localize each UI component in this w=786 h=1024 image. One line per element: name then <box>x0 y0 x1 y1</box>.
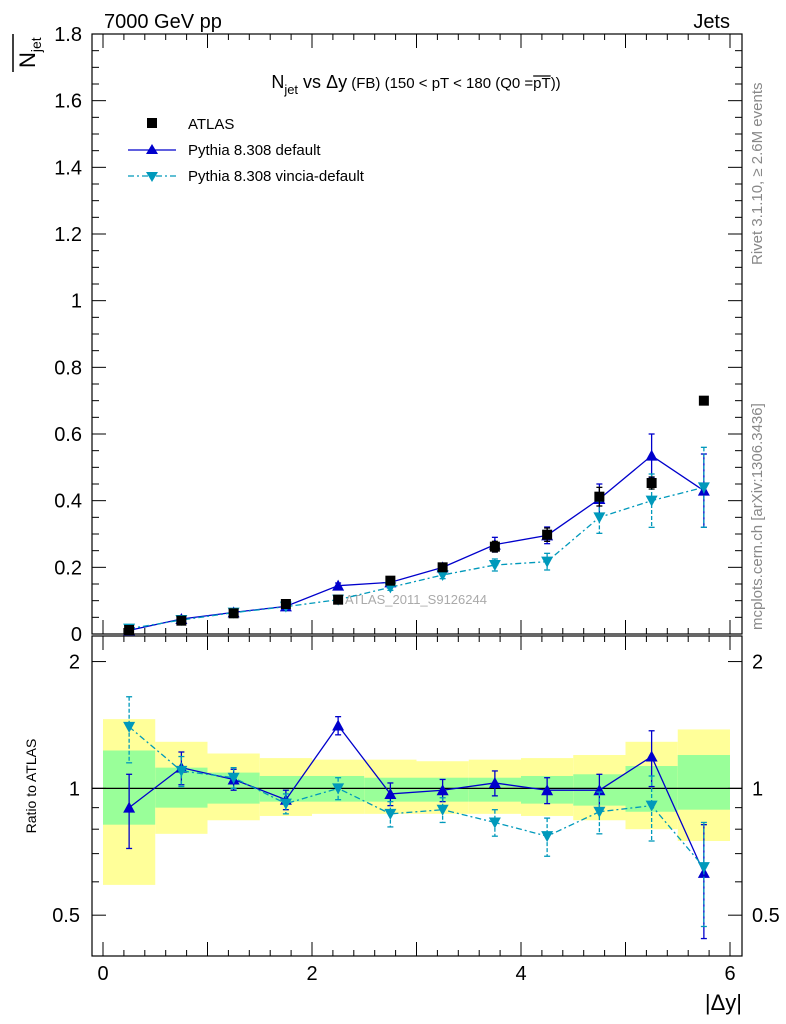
ratio-vincia-point <box>488 817 501 829</box>
upper-default-point <box>332 579 345 591</box>
header-right: Jets <box>693 11 730 33</box>
title-cut: (150 < pT < 180 (Q0 = <box>380 75 533 92</box>
upper-y-tick-label: 1.6 <box>54 91 82 113</box>
upper-vincia-point <box>645 495 658 507</box>
title-pt: pT <box>533 75 551 92</box>
ratio-vincia-point <box>697 862 710 874</box>
upper-atlas-point <box>228 608 239 619</box>
ratio-y-tick-label: 2 <box>69 652 80 674</box>
ratio-default-point <box>488 776 501 788</box>
ratio-vincia-point <box>384 808 397 820</box>
axes-layer: 0 2 4 6 0 0.2 0.4 0.6 0.8 1 1.2 1.4 1.6 1.8 0.5 0.5 1 1 2 2 <box>52 24 780 985</box>
upper-ylabel-n: N <box>15 52 40 68</box>
legend-label-atlas: ATLAS <box>188 116 234 133</box>
title-n: N <box>271 72 284 92</box>
upper-y-tick-label: 1 <box>71 291 82 313</box>
upper-atlas-point <box>385 575 396 586</box>
rivet-label: Rivet 3.1.10, ≥ 2.6M events <box>749 83 766 266</box>
upper-ylabel-text: Njet <box>15 37 44 68</box>
band-inner-bin <box>677 755 730 810</box>
upper-y-tick-label: 0.4 <box>54 491 82 513</box>
upper-atlas-point <box>594 491 605 502</box>
upper-vincia-point <box>593 512 606 524</box>
upper-series-layer <box>123 395 710 636</box>
upper-y-tick-label: 0.6 <box>54 424 82 446</box>
ratio-vincia-point <box>332 783 345 795</box>
ratio-y-tick-label-right: 2 <box>752 652 763 674</box>
upper-vincia-point <box>697 482 710 494</box>
title-fb: (FB) <box>347 75 380 92</box>
ratio-default-point <box>645 750 658 762</box>
ratio-vincia-point <box>227 772 240 784</box>
ratio-y-tick-label-right: 1 <box>752 778 763 800</box>
upper-atlas-point <box>176 615 187 626</box>
upper-ylabel-sub: jet <box>28 37 44 53</box>
ratio-default-point <box>123 801 136 813</box>
mcplots-label: mcplots.cern.ch [arXiv:1306.3436] <box>749 403 766 630</box>
ratio-vincia-point <box>645 800 658 812</box>
ratio-vincia-point <box>123 721 136 733</box>
upper-default-point <box>645 449 658 461</box>
ratio-default-point <box>436 784 449 796</box>
ratio-vincia-line <box>128 726 705 868</box>
upper-vincia-point <box>436 570 449 581</box>
upper-title: Njet vs Δy (FB) (150 < pT < 180 (Q0 =pT)… <box>271 72 560 97</box>
upper-vincia-line <box>129 486 705 630</box>
upper-atlas-point <box>646 478 657 488</box>
x-tick-label: 4 <box>515 963 526 985</box>
upper-atlas-point <box>542 529 553 540</box>
ratio-vincia-point <box>175 765 188 777</box>
ratio-ylabel: Ratio to ATLAS <box>23 739 39 834</box>
upper-y-tick-label: 1.4 <box>54 157 82 179</box>
watermark: ATLAS_2011_S9126244 <box>345 592 487 607</box>
ratio-y-tick-label: 0.5 <box>52 905 80 927</box>
ratio-vincia-point <box>436 804 449 816</box>
ratio-vincia-point <box>541 831 554 843</box>
legend-marker-default <box>146 144 158 154</box>
legend-label-default: Pythia 8.308 default <box>188 142 321 159</box>
title-vs: vs <box>298 72 326 92</box>
ratio-vincia-point <box>593 806 606 818</box>
upper-y-tick-label: 0.8 <box>54 357 82 379</box>
legend-label-vincia: Pythia 8.308 vincia-default <box>188 168 365 185</box>
x-tick-label: 6 <box>724 963 735 985</box>
ratio-vincia-point <box>279 798 292 810</box>
x-tick-label: 0 <box>97 963 108 985</box>
upper-ylabel: Njet <box>15 37 44 68</box>
upper-atlas-point <box>489 541 500 552</box>
x-tick-label: 2 <box>306 963 317 985</box>
watermark-layer: ATLAS_2011_S9126244 <box>345 592 487 607</box>
upper-atlas-point <box>280 599 291 609</box>
upper-atlas-point <box>124 625 135 635</box>
header-left: 7000 GeV pp <box>104 11 222 33</box>
xlabel: |Δy| <box>705 990 742 1015</box>
ratio-default-point <box>384 787 397 799</box>
upper-vincia-point <box>488 560 501 571</box>
upper-atlas-point <box>333 594 344 605</box>
legend-marker-vincia <box>146 172 158 182</box>
upper-y-tick-label: 1.8 <box>54 24 82 46</box>
ratio-band-layer <box>92 719 742 885</box>
upper-vincia-point <box>541 556 554 568</box>
ratio-default-line <box>128 724 705 874</box>
legend: ATLAS Pythia 8.308 default Pythia 8.308 … <box>128 116 365 185</box>
upper-atlas-point <box>698 395 709 406</box>
ratio-y-tick-label: 1 <box>69 778 80 800</box>
upper-y-tick-label: 0.2 <box>54 557 82 579</box>
title-close: )) <box>551 75 561 92</box>
upper-y-tick-label: 0 <box>71 624 82 646</box>
ratio-series-layer <box>123 696 710 940</box>
ratio-default-point <box>332 719 345 731</box>
ratio-default-point <box>541 784 554 796</box>
title-n-sub: jet <box>283 82 298 97</box>
title-dy: Δy <box>326 72 347 92</box>
upper-default-line <box>128 454 705 631</box>
upper-y-tick-label: 1.2 <box>54 224 82 246</box>
upper-atlas-point <box>437 562 448 573</box>
ratio-y-tick-label-right: 0.5 <box>752 905 780 927</box>
legend-marker-atlas <box>147 118 157 128</box>
